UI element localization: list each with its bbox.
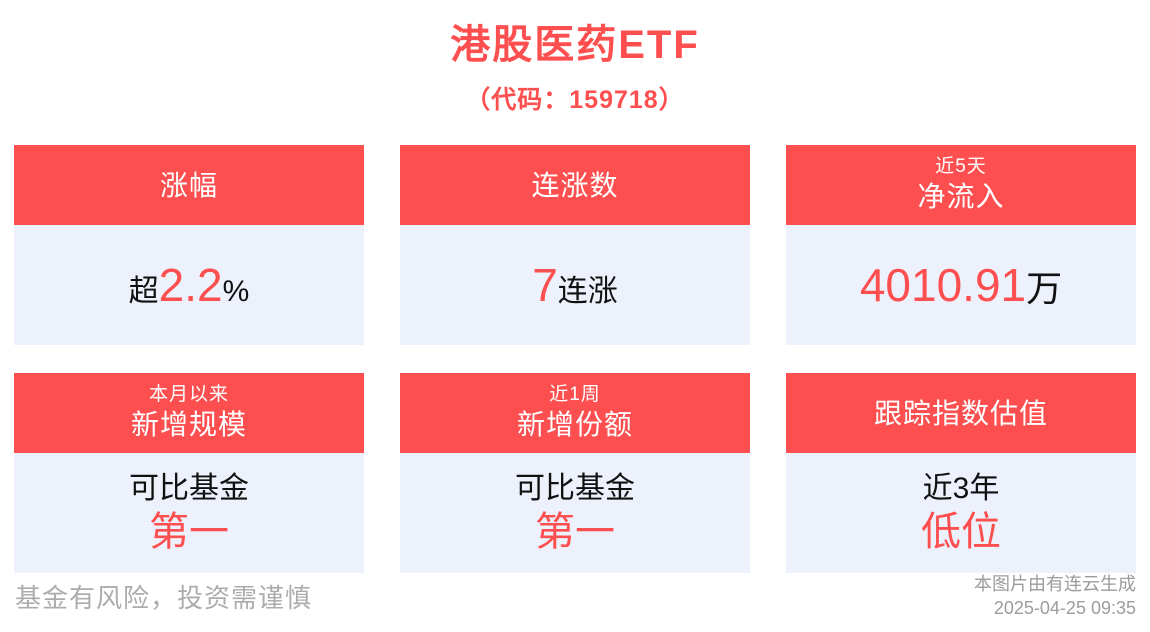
card-index-valuation-body: 近3年 低位 [786, 453, 1136, 573]
new-shares-value: 可比基金 第一 [515, 471, 635, 555]
streak-suffix: 连涨 [557, 275, 618, 308]
net-inflow-number: 4010.91 [859, 259, 1027, 311]
card-net-inflow: 近5天 净流入 4010.91万 [786, 145, 1136, 345]
timestamp: 2025-04-25 09:35 [993, 597, 1136, 618]
change-pct-suffix: % [222, 275, 250, 308]
change-pct-prefix: 超 [128, 275, 159, 308]
new-shares-line2: 第一 [535, 510, 615, 554]
index-valuation-line2: 低位 [921, 510, 1001, 554]
card-new-scale-header: 本月以来 新增规模 [14, 373, 364, 453]
card-new-shares-title: 新增份额 [516, 408, 633, 440]
credit-line: 本图片由有连云生成 [974, 574, 1136, 595]
new-scale-line1: 可比基金 [129, 472, 249, 505]
card-change-pct-title: 涨幅 [159, 169, 218, 201]
card-new-shares-header: 近1周 新增份额 [400, 373, 750, 453]
index-valuation-line1: 近3年 [922, 472, 1000, 505]
streak-value: 7连涨 [532, 262, 618, 308]
new-scale-value: 可比基金 第一 [129, 471, 249, 555]
card-new-scale-period: 本月以来 [148, 384, 229, 406]
footer: 基金有风险，投资需谨慎 本图片由有连云生成 2025-04-25 09:35 [0, 573, 1150, 632]
card-index-valuation-title: 跟踪指数估值 [873, 397, 1048, 429]
card-new-shares-body: 可比基金 第一 [400, 453, 750, 573]
card-net-inflow-title: 净流入 [917, 180, 1005, 212]
masthead: 港股医药ETF （代码：159718） [0, 0, 1150, 116]
card-new-shares: 近1周 新增份额 可比基金 第一 [400, 373, 750, 573]
index-valuation-value: 近3年 低位 [921, 471, 1001, 555]
page-subtitle: （代码：159718） [465, 86, 685, 114]
card-change-pct-body: 超2.2% [14, 225, 364, 345]
new-shares-line1: 可比基金 [515, 472, 635, 505]
card-change-pct-header: 涨幅 [14, 145, 364, 225]
card-net-inflow-body: 4010.91万 [786, 225, 1136, 345]
net-inflow-value: 4010.91万 [860, 262, 1062, 308]
change-pct-number: 2.2 [158, 259, 223, 311]
card-new-scale: 本月以来 新增规模 可比基金 第一 [14, 373, 364, 573]
card-index-valuation: 跟踪指数估值 近3年 低位 [786, 373, 1136, 573]
card-change-pct: 涨幅 超2.2% [14, 145, 364, 345]
card-new-scale-body: 可比基金 第一 [14, 453, 364, 573]
change-pct-value: 超2.2% [129, 262, 250, 308]
card-net-inflow-period: 近5天 [935, 156, 987, 178]
card-net-inflow-header: 近5天 净流入 [786, 145, 1136, 225]
card-streak-title: 连涨数 [531, 169, 619, 201]
risk-disclaimer: 基金有风险，投资需谨慎 [15, 583, 313, 613]
generator-credit: 本图片由有连云生成 2025-04-25 09:35 [974, 573, 1136, 620]
stats-grid: 涨幅 超2.2% 连涨数 7连涨 近5天 净流入 [14, 145, 1136, 573]
card-index-valuation-header: 跟踪指数估值 [786, 373, 1136, 453]
card-streak-header: 连涨数 [400, 145, 750, 225]
card-new-scale-title: 新增规模 [130, 408, 247, 440]
card-streak: 连涨数 7连涨 [400, 145, 750, 345]
streak-number: 7 [532, 259, 558, 311]
new-scale-line2: 第一 [149, 510, 229, 554]
net-inflow-unit: 万 [1026, 268, 1063, 309]
card-new-shares-period: 近1周 [549, 384, 601, 406]
page-title: 港股医药ETF [450, 23, 700, 67]
card-streak-body: 7连涨 [400, 225, 750, 345]
